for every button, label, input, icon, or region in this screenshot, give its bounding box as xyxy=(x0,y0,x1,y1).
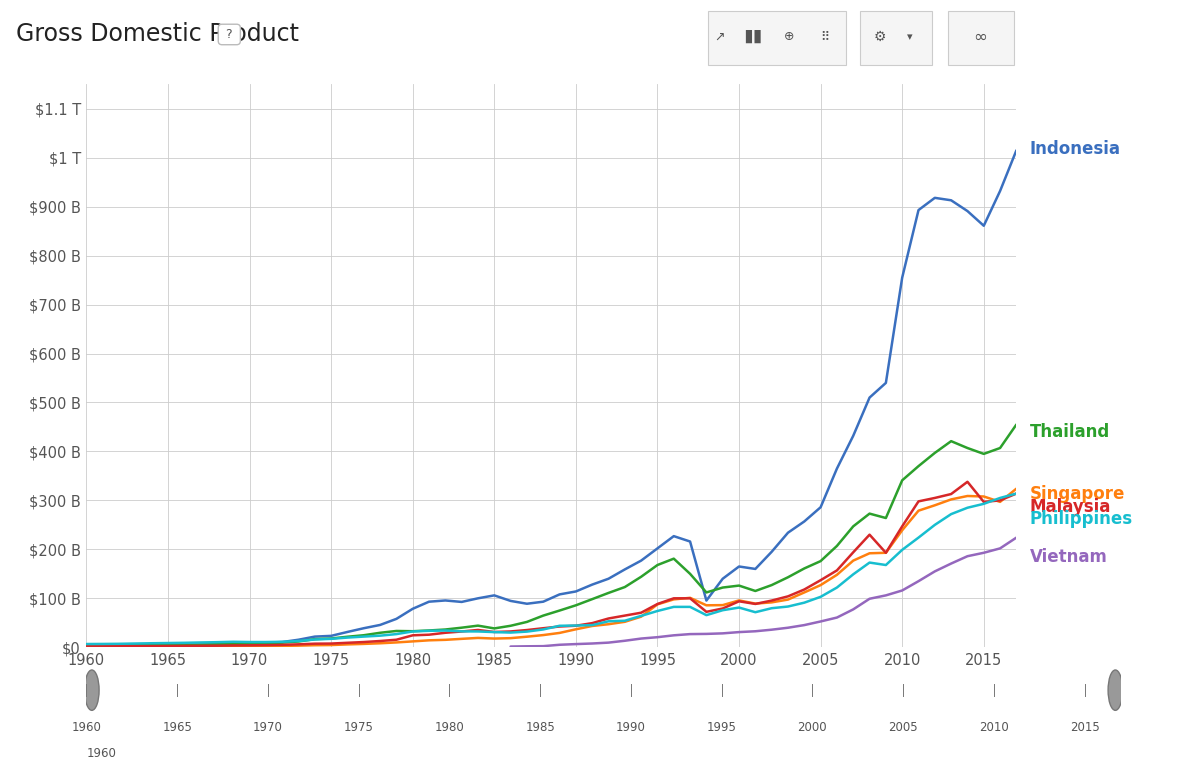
Text: Malaysia: Malaysia xyxy=(1030,498,1111,516)
Text: Gross Domestic Product: Gross Domestic Product xyxy=(16,22,299,47)
Text: Philippines: Philippines xyxy=(1030,510,1133,528)
Text: ⚙: ⚙ xyxy=(874,30,886,44)
Text: 2000: 2000 xyxy=(798,721,827,734)
Bar xyxy=(948,11,1014,65)
Bar xyxy=(708,11,846,65)
Text: 2015: 2015 xyxy=(1069,721,1099,734)
Text: 1995: 1995 xyxy=(707,721,737,734)
Text: ?: ? xyxy=(222,28,236,41)
Ellipse shape xyxy=(84,670,100,710)
Text: ⊕: ⊕ xyxy=(785,31,794,43)
Text: 2005: 2005 xyxy=(888,721,918,734)
Text: 1985: 1985 xyxy=(526,721,554,734)
Text: Singapore: Singapore xyxy=(1030,485,1124,503)
Text: 1960: 1960 xyxy=(72,721,101,734)
Text: 2010: 2010 xyxy=(979,721,1009,734)
Text: 1965: 1965 xyxy=(162,721,192,734)
Text: ↗: ↗ xyxy=(715,31,725,43)
Text: Indonesia: Indonesia xyxy=(1030,140,1121,158)
Ellipse shape xyxy=(1108,670,1123,710)
Text: ▋▋: ▋▋ xyxy=(745,30,764,44)
Text: ▾: ▾ xyxy=(907,31,912,42)
Text: Vietnam: Vietnam xyxy=(1030,548,1108,566)
Bar xyxy=(860,11,932,65)
Text: 1970: 1970 xyxy=(253,721,283,734)
Text: ⠿: ⠿ xyxy=(820,31,829,43)
Text: 1990: 1990 xyxy=(616,721,646,734)
Text: 1980: 1980 xyxy=(434,721,464,734)
Text: 1975: 1975 xyxy=(343,721,373,734)
Text: 1960: 1960 xyxy=(86,747,116,760)
Text: Thailand: Thailand xyxy=(1030,423,1110,440)
Text: ∞: ∞ xyxy=(973,28,988,46)
